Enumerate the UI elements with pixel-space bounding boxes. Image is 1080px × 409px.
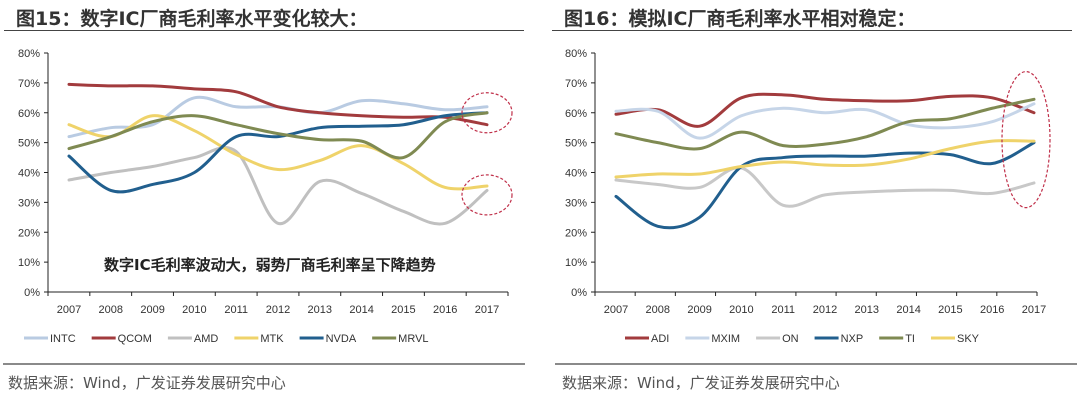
source-note: 数据来源：Wind，广发证券发展研究中心	[8, 374, 286, 392]
x-tick-label: 2017	[475, 304, 499, 316]
y-tick-label: 80%	[18, 48, 40, 60]
y-tick-label: 60%	[565, 108, 587, 120]
legend-label-mtk: MTK	[260, 333, 284, 345]
chart-title: 图15：数字IC厂商毛利率水平变化较大：	[16, 8, 368, 30]
x-tick-label: 2008	[646, 304, 670, 316]
line-chart-15: 0% 10% 20% 30% 40% 50% 60% 70% 80% 2007 2008 2009 20…	[18, 48, 513, 345]
legend-label-amd: AMD	[194, 333, 219, 345]
x-tick-label: 2007	[604, 304, 628, 316]
series-line-adi	[614, 92, 1036, 128]
x-tick-label: 2015	[938, 304, 962, 316]
footer-divider	[3, 363, 525, 365]
chart-panel-15: 图15：数字IC厂商毛利率水平变化较大： 0% 10% 20% 30% 40% 50% 60…	[3, 8, 525, 392]
y-tick-label: 60%	[18, 108, 40, 120]
x-tick-label: 2011	[771, 304, 795, 316]
x-tick-label: 2016	[433, 304, 457, 316]
series-line-qcom	[67, 82, 489, 127]
legend-label-sky: SKY	[957, 333, 980, 345]
y-tick-label: 70%	[565, 78, 587, 90]
legend-label-ti: TI	[905, 333, 915, 345]
highlight-ellipse	[1001, 71, 1051, 209]
highlight-circle	[461, 92, 513, 134]
x-tick-label: 2013	[308, 304, 332, 316]
y-tick-label: 50%	[18, 138, 40, 150]
legend-label-qcom: QCOM	[118, 333, 152, 345]
legend-label-mrvl: MRVL	[398, 333, 428, 345]
x-tick-label: 2012	[266, 304, 290, 316]
y-tick-label: 20%	[18, 227, 40, 239]
title-divider	[4, 30, 524, 31]
legend-label-nvda: NVDA	[326, 333, 357, 345]
x-tick-label: 2017	[1022, 304, 1046, 316]
series-line-nvda	[67, 111, 489, 194]
chart-annotation: 数字IC毛利率波动大，弱势厂商毛利率呈下降趋势	[104, 256, 436, 274]
chart-title: 图16：模拟IC厂商毛利率水平相对稳定：	[564, 8, 916, 30]
x-tick-label: 2008	[99, 304, 123, 316]
series-line-ti	[614, 97, 1036, 151]
y-tick-label: 70%	[18, 78, 40, 90]
y-tick-label: 80%	[565, 48, 587, 60]
x-tick-label: 2011	[224, 304, 248, 316]
y-tick-label: 50%	[565, 138, 587, 150]
x-tick-label: 2007	[57, 304, 81, 316]
series-line-nxp	[614, 141, 1036, 230]
x-tick-label: 2010	[729, 304, 753, 316]
series-line-amd	[67, 146, 489, 226]
x-tick-label: 2010	[182, 304, 206, 316]
series-line-mrvl	[67, 111, 489, 160]
x-tick-label: 2009	[140, 304, 164, 316]
x-tick-label: 2012	[813, 304, 837, 316]
y-tick-label: 10%	[565, 257, 587, 269]
legend-label-mxim: MXIM	[711, 333, 740, 345]
series-line-mxim	[614, 102, 1036, 140]
y-tick-label: 40%	[565, 168, 587, 180]
legend-label-nxp: NXP	[841, 333, 864, 345]
x-tick-label: 2009	[687, 304, 711, 316]
source-note: 数据来源：Wind，广发证券发展研究中心	[562, 374, 840, 392]
x-tick-label: 2014	[349, 304, 373, 316]
y-tick-label: 0%	[24, 287, 40, 299]
title-divider	[552, 30, 1072, 31]
y-tick-label: 20%	[565, 227, 587, 239]
x-tick-label: 2015	[391, 304, 415, 316]
y-tick-label: 40%	[18, 168, 40, 180]
y-tick-label: 0%	[571, 287, 587, 299]
legend-label-intc: INTC	[50, 333, 76, 345]
series-line-on	[614, 166, 1036, 208]
chart-panel-16: 图16：模拟IC厂商毛利率水平相对稳定： 0% 10% 20% 30% 40% 50% 60…	[540, 0, 1080, 409]
x-tick-label: 2014	[896, 304, 920, 316]
legend-label-adi: ADI	[651, 333, 669, 345]
y-tick-label: 30%	[565, 197, 587, 209]
line-chart-16: 0% 10% 20% 30% 40% 50% 60% 70% 80% 2007 2008 2009 20…	[565, 48, 1051, 345]
x-tick-label: 2013	[855, 304, 879, 316]
x-tick-label: 2016	[980, 304, 1004, 316]
highlight-circle	[461, 174, 513, 216]
footer-divider	[555, 363, 1077, 365]
series-line-mtk	[67, 114, 489, 191]
y-tick-label: 10%	[18, 257, 40, 269]
legend-label-on: ON	[782, 333, 799, 345]
series-line-sky	[614, 139, 1036, 179]
y-tick-label: 30%	[18, 197, 40, 209]
